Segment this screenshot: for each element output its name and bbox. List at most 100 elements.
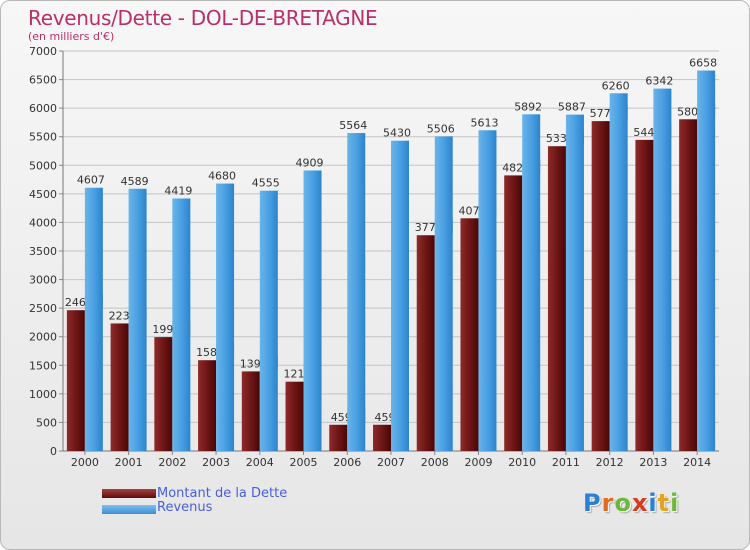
bar-debt	[416, 235, 435, 451]
bar-revenue	[259, 190, 278, 451]
bar-revenue-overlap	[434, 219, 453, 234]
bar-revenue-overlap	[216, 344, 235, 359]
x-tick-label: 2013	[639, 456, 667, 469]
y-tick-label: 6000	[29, 102, 57, 115]
bar-revenue	[216, 183, 235, 452]
x-tick-label: 2000	[71, 456, 99, 469]
bar-revenue-overlap	[128, 307, 147, 322]
data-labels: 2464460722324589199344191589468013934555…	[65, 57, 717, 424]
bar-revenue	[565, 114, 584, 451]
legend-label-revenue: Revenus	[157, 500, 213, 515]
data-label-revenue: 4589	[121, 175, 149, 188]
bar-revenue-overlap	[478, 202, 497, 217]
x-tick-label: 2012	[596, 456, 624, 469]
x-tick-label: 2003	[202, 456, 230, 469]
x-tick-label: 2002	[158, 456, 186, 469]
y-tick-label: 3000	[29, 274, 57, 287]
bar-debt	[547, 146, 566, 451]
x-tick-label: 2004	[246, 456, 274, 469]
bar-debt	[285, 381, 304, 451]
data-label-revenue: 6260	[602, 79, 630, 92]
logo-letter: r	[601, 489, 615, 517]
x-tick-label: 2007	[377, 456, 405, 469]
x-tick-label: 2006	[333, 456, 361, 469]
bar-debt	[591, 121, 610, 451]
bar-debt	[66, 310, 85, 451]
logo-letter: x	[631, 489, 649, 517]
legend-label-debt: Montant de la Dette	[157, 486, 288, 501]
bar-revenue-overlap	[259, 355, 278, 370]
x-tick-label: 2001	[115, 456, 143, 469]
data-label-revenue: 4419	[164, 184, 192, 197]
y-tick-label: 4500	[29, 188, 57, 201]
logo-letter: t	[657, 489, 671, 517]
y-tick-label: 3500	[29, 245, 57, 258]
logo-letter: i	[648, 489, 658, 517]
data-label-revenue: 6342	[645, 75, 673, 88]
y-tick-label: 7000	[29, 45, 57, 58]
data-label-revenue: 5887	[558, 101, 586, 114]
bar-revenue	[522, 114, 541, 452]
y-tick-label: 0	[50, 445, 57, 458]
logo-letter: o	[614, 489, 632, 517]
data-label-revenue: 4680	[208, 170, 236, 183]
data-label-debt: 459	[375, 411, 396, 424]
y-tick-label: 4000	[29, 216, 57, 229]
bar-revenue	[609, 93, 628, 452]
x-tick-label: 2010	[508, 456, 536, 469]
bar-debt	[373, 424, 391, 451]
data-label-revenue: 4909	[296, 156, 324, 169]
data-label-revenue: 5430	[383, 127, 411, 140]
data-label-revenue: 5564	[339, 119, 367, 132]
y-tick-label: 6500	[29, 74, 57, 87]
bar-revenue-overlap	[84, 294, 103, 309]
data-label-debt: 459	[331, 411, 352, 424]
y-tick-label: 1000	[29, 388, 57, 401]
bar-revenue	[391, 140, 409, 451]
bar-debt	[198, 360, 217, 451]
legend-swatch-debt	[102, 489, 156, 498]
bar-revenue-overlap	[522, 159, 541, 174]
legend-swatch-revenue	[102, 505, 156, 514]
data-label-revenue: 5613	[470, 116, 498, 129]
bar-revenue-overlap	[347, 408, 366, 423]
bar-debt	[635, 139, 654, 451]
x-tick-label: 2008	[421, 456, 449, 469]
chart-subtitle: (en milliers d'€)	[28, 30, 115, 43]
y-tick-label: 5500	[29, 131, 57, 144]
bar-debt	[154, 337, 173, 451]
x-tick-label: 2014	[683, 456, 711, 469]
x-tick-label: 2005	[290, 456, 318, 469]
y-tick-label: 2000	[29, 331, 57, 344]
x-tick-label: 2011	[552, 456, 580, 469]
x-tick-label: 2009	[464, 456, 492, 469]
data-label-revenue: 4555	[252, 177, 280, 190]
y-tick-label: 500	[36, 416, 57, 429]
y-tick-label: 1500	[29, 359, 57, 372]
chart-title: Revenus/Dette - DOL-DE-BRETAGNE	[28, 6, 378, 30]
bar-revenue	[478, 130, 497, 451]
bar-revenue	[303, 170, 322, 451]
bars	[66, 70, 716, 452]
bar-revenue	[697, 70, 716, 452]
data-label-revenue: 5506	[427, 122, 455, 135]
bar-revenue-overlap	[609, 105, 628, 120]
bar-revenue-overlap	[697, 103, 716, 118]
logo-letter: P	[583, 489, 602, 517]
y-tick-label: 2500	[29, 302, 57, 315]
bar-revenue-overlap	[391, 408, 409, 423]
logo-letter: i	[670, 489, 680, 517]
bar-revenue	[653, 88, 672, 451]
data-label-revenue: 4607	[77, 174, 105, 187]
bar-revenue	[434, 136, 453, 451]
bar-revenue	[84, 187, 103, 451]
bar-revenue	[347, 133, 366, 452]
bar-debt	[110, 323, 129, 451]
data-label-revenue: 6658	[689, 57, 717, 70]
bar-revenue-overlap	[653, 123, 672, 138]
bar-debt	[329, 424, 348, 451]
bar-revenue-overlap	[172, 321, 191, 336]
y-tick-label: 5000	[29, 159, 57, 172]
bar-debt	[241, 371, 260, 451]
